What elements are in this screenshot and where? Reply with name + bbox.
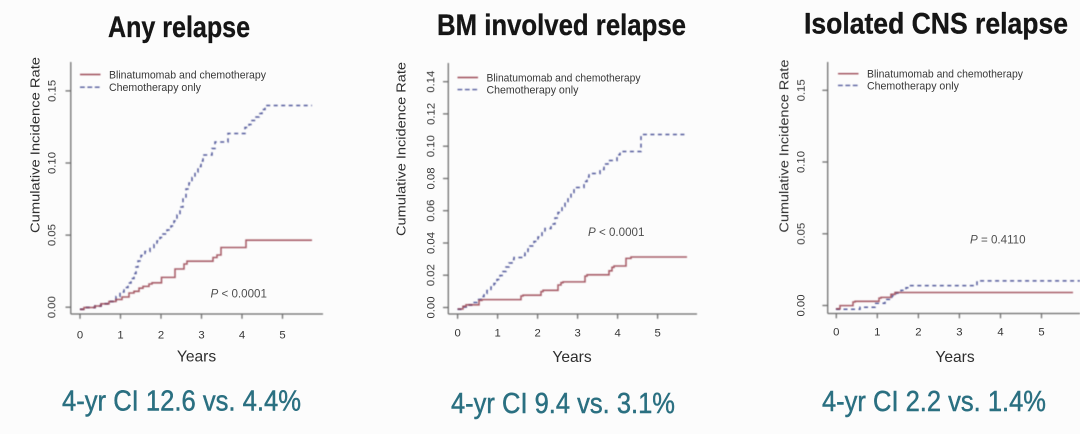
svg-text:4-yr CI 2.2 vs. 1.4%: 4-yr CI 2.2 vs. 1.4% bbox=[822, 386, 1046, 418]
svg-text:0.06: 0.06 bbox=[426, 200, 438, 222]
svg-text:1: 1 bbox=[494, 328, 500, 340]
svg-text:Blinatumomab and chemotherapy: Blinatumomab and chemotherapy bbox=[487, 72, 642, 84]
svg-text:3: 3 bbox=[198, 330, 204, 342]
svg-text:4: 4 bbox=[997, 327, 1003, 339]
svg-text:Cumulative Incidence Rate: Cumulative Incidence Rate bbox=[394, 62, 409, 236]
svg-text:P = 0.4110: P = 0.4110 bbox=[970, 233, 1026, 246]
svg-text:4-yr CI 12.6 vs. 4.4%: 4-yr CI 12.6 vs. 4.4% bbox=[62, 386, 301, 418]
svg-text:1: 1 bbox=[874, 327, 880, 339]
svg-text:0.15: 0.15 bbox=[796, 79, 808, 101]
svg-text:Cumulative Incidence Rate: Cumulative Incidence Rate bbox=[777, 60, 792, 233]
svg-text:0.00: 0.00 bbox=[47, 296, 59, 318]
svg-text:0: 0 bbox=[454, 328, 460, 340]
svg-text:0.12: 0.12 bbox=[426, 103, 438, 125]
svg-text:Cumulative Incidence Rate: Cumulative Incidence Rate bbox=[28, 57, 43, 233]
svg-text:0.04: 0.04 bbox=[426, 232, 438, 254]
svg-text:5: 5 bbox=[654, 328, 660, 340]
svg-text:Any relapse: Any relapse bbox=[108, 11, 250, 44]
svg-text:0: 0 bbox=[77, 330, 83, 342]
svg-text:5: 5 bbox=[279, 330, 285, 342]
svg-text:Chemotherapy only: Chemotherapy only bbox=[487, 85, 580, 97]
svg-text:0.15: 0.15 bbox=[47, 80, 59, 102]
svg-text:P < 0.0001: P < 0.0001 bbox=[588, 226, 644, 239]
svg-text:Isolated CNS relapse: Isolated CNS relapse bbox=[804, 8, 1068, 41]
svg-text:3: 3 bbox=[574, 328, 580, 340]
svg-text:2: 2 bbox=[158, 330, 164, 342]
svg-text:0.10: 0.10 bbox=[47, 152, 59, 174]
svg-text:0.10: 0.10 bbox=[426, 135, 438, 157]
svg-text:2: 2 bbox=[915, 327, 921, 339]
svg-text:Blinatumomab and chemotherapy: Blinatumomab and chemotherapy bbox=[867, 69, 1024, 81]
svg-text:Blinatumomab and chemotherapy: Blinatumomab and chemotherapy bbox=[109, 69, 267, 81]
svg-text:P < 0.0001: P < 0.0001 bbox=[211, 287, 267, 300]
svg-text:0.05: 0.05 bbox=[47, 224, 59, 246]
svg-text:3: 3 bbox=[956, 327, 962, 339]
svg-text:0.14: 0.14 bbox=[426, 71, 438, 93]
svg-text:0.10: 0.10 bbox=[796, 151, 808, 173]
svg-text:5: 5 bbox=[1038, 327, 1044, 339]
svg-text:4: 4 bbox=[614, 328, 620, 340]
svg-text:Chemotherapy only: Chemotherapy only bbox=[867, 80, 960, 92]
svg-text:1: 1 bbox=[117, 330, 123, 342]
svg-text:2: 2 bbox=[534, 328, 540, 340]
svg-text:Years: Years bbox=[552, 349, 592, 366]
svg-text:0.00: 0.00 bbox=[426, 297, 438, 319]
svg-text:0.00: 0.00 bbox=[796, 295, 808, 317]
svg-text:Years: Years bbox=[935, 349, 975, 366]
svg-text:Chemotherapy only: Chemotherapy only bbox=[109, 82, 202, 94]
svg-text:Years: Years bbox=[177, 349, 217, 366]
svg-text:0.08: 0.08 bbox=[426, 168, 438, 190]
svg-text:0.05: 0.05 bbox=[796, 223, 808, 245]
svg-text:4-yr CI 9.4 vs. 3.1%: 4-yr CI 9.4 vs. 3.1% bbox=[451, 388, 675, 420]
svg-text:4: 4 bbox=[239, 330, 245, 342]
svg-text:0: 0 bbox=[833, 327, 839, 339]
svg-text:0.02: 0.02 bbox=[426, 264, 438, 286]
svg-text:BM involved relapse: BM involved relapse bbox=[437, 9, 686, 42]
